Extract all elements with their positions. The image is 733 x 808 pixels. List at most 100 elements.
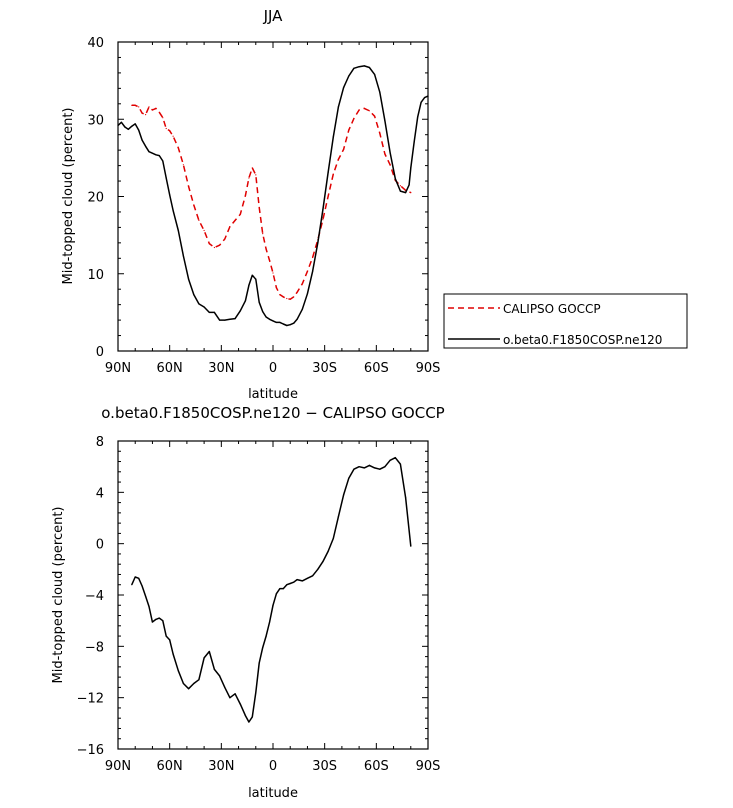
bottom-data-point-difference bbox=[258, 662, 260, 664]
top-data-point-o-beta0-f1850cosp-ne120 bbox=[219, 319, 221, 321]
bottom-data-point-difference bbox=[296, 579, 298, 581]
bottom-data-point-difference bbox=[265, 635, 267, 637]
top-y-tick-label: 0 bbox=[96, 345, 104, 360]
top-data-point-calipso-goccp bbox=[203, 229, 205, 232]
bottom-data-point-difference bbox=[239, 703, 241, 705]
bottom-series-line-difference bbox=[131, 456, 412, 723]
top-data-point-o-beta0-f1850cosp-ne120 bbox=[293, 322, 295, 324]
bottom-data-point-difference bbox=[293, 581, 295, 583]
bottom-data-point-difference bbox=[155, 618, 157, 621]
top-data-point-o-beta0-f1850cosp-ne120 bbox=[145, 145, 147, 147]
top-data-point-calipso-goccp bbox=[165, 127, 167, 130]
top-data-point-calipso-goccp bbox=[208, 243, 210, 245]
top-data-point-calipso-goccp bbox=[262, 233, 264, 235]
bottom-x-tick-label: 90S bbox=[416, 759, 441, 774]
top-data-point-calipso-goccp bbox=[255, 174, 257, 176]
bottom-data-point-difference bbox=[389, 459, 391, 461]
top-data-point-calipso-goccp bbox=[151, 109, 153, 111]
top-data-point-calipso-goccp bbox=[213, 246, 215, 249]
bottom-data-point-difference bbox=[158, 617, 160, 619]
legend-model-label: o.beta0.F1850COSP.ne120 bbox=[503, 333, 662, 347]
top-data-point-o-beta0-f1850cosp-ne120 bbox=[348, 75, 350, 77]
top-data-point-o-beta0-f1850cosp-ne120 bbox=[193, 294, 195, 296]
top-data-point-o-beta0-f1850cosp-ne120 bbox=[138, 129, 140, 131]
top-data-point-o-beta0-f1850cosp-ne120 bbox=[169, 194, 171, 196]
bottom-data-point-difference bbox=[353, 468, 355, 470]
top-data-point-o-beta0-f1850cosp-ne120 bbox=[296, 318, 298, 320]
top-data-point-calipso-goccp bbox=[343, 148, 345, 150]
top-series-group bbox=[117, 65, 429, 327]
top-y-axis-label: Mid-topped cloud (percent) bbox=[61, 108, 76, 285]
bottom-data-point-difference bbox=[169, 639, 171, 641]
top-data-point-o-beta0-f1850cosp-ne120 bbox=[258, 301, 260, 303]
top-data-point-o-beta0-f1850cosp-ne120 bbox=[306, 293, 308, 295]
top-data-point-o-beta0-f1850cosp-ne120 bbox=[255, 278, 257, 280]
top-data-point-calipso-goccp bbox=[258, 206, 260, 208]
top-data-point-calipso-goccp bbox=[363, 107, 365, 109]
top-data-point-calipso-goccp bbox=[327, 195, 329, 198]
top-data-point-calipso-goccp bbox=[384, 153, 386, 155]
legend-obs-label: CALIPSO GOCCP bbox=[503, 302, 601, 316]
top-data-point-calipso-goccp bbox=[248, 177, 250, 179]
top-data-point-o-beta0-f1850cosp-ne120 bbox=[424, 97, 426, 99]
bottom-data-point-difference bbox=[131, 584, 133, 586]
top-data-point-o-beta0-f1850cosp-ne120 bbox=[363, 65, 365, 67]
top-chart-title: JJA bbox=[263, 7, 284, 25]
top-data-point-calipso-goccp bbox=[193, 204, 195, 206]
top-data-point-o-beta0-f1850cosp-ne120 bbox=[208, 311, 210, 313]
top-data-point-calipso-goccp bbox=[158, 111, 160, 113]
bottom-data-point-difference bbox=[317, 568, 319, 570]
bottom-data-point-difference bbox=[203, 657, 205, 659]
top-data-point-o-beta0-f1850cosp-ne120 bbox=[394, 178, 396, 180]
top-data-point-calipso-goccp bbox=[131, 104, 133, 106]
bottom-data-point-difference bbox=[405, 496, 407, 499]
bottom-y-tick-label: −8 bbox=[85, 640, 104, 655]
bottom-data-point-difference bbox=[188, 688, 190, 690]
bottom-data-point-difference bbox=[327, 550, 329, 553]
top-data-point-calipso-goccp bbox=[182, 164, 184, 166]
bottom-chart-title: o.beta0.F1850COSP.ne120 − CALIPSO GOCCP bbox=[101, 404, 444, 422]
top-data-point-calipso-goccp bbox=[145, 114, 147, 116]
top-data-point-calipso-goccp bbox=[244, 195, 246, 197]
top-data-point-calipso-goccp bbox=[169, 130, 171, 132]
top-data-point-calipso-goccp bbox=[239, 213, 241, 215]
bottom-x-tick-label: 0 bbox=[269, 759, 277, 774]
top-x-tick-label: 90N bbox=[105, 361, 131, 376]
bottom-data-point-difference bbox=[379, 468, 381, 470]
top-data-point-calipso-goccp bbox=[198, 219, 200, 221]
bottom-data-point-difference bbox=[363, 467, 365, 469]
top-data-point-calipso-goccp bbox=[399, 185, 401, 187]
bottom-data-point-difference bbox=[272, 604, 274, 606]
top-data-point-o-beta0-f1850cosp-ne120 bbox=[358, 66, 360, 68]
top-data-point-o-beta0-f1850cosp-ne120 bbox=[312, 270, 314, 272]
top-y-tick-label: 10 bbox=[87, 268, 104, 283]
top-y-tick-label: 30 bbox=[87, 113, 104, 128]
bottom-data-point-difference bbox=[410, 545, 412, 547]
top-data-point-calipso-goccp bbox=[141, 112, 143, 114]
bottom-y-axis-label: Mid-topped cloud (percent) bbox=[51, 507, 66, 684]
bottom-data-point-difference bbox=[368, 464, 370, 466]
top-panel: JJA 90N 60N 30N 0 30S 60S 90S 0 10 20 30 40 latitud… bbox=[61, 7, 688, 402]
bottom-data-point-difference bbox=[269, 621, 271, 623]
top-data-point-o-beta0-f1850cosp-ne120 bbox=[420, 101, 422, 103]
bottom-data-point-difference bbox=[358, 466, 360, 468]
top-data-point-o-beta0-f1850cosp-ne120 bbox=[248, 284, 250, 286]
top-data-point-calipso-goccp bbox=[269, 260, 271, 262]
top-data-point-calipso-goccp bbox=[134, 104, 136, 106]
top-plot-frame bbox=[117, 41, 429, 352]
bottom-data-point-difference bbox=[279, 588, 281, 590]
top-ticks-group: 90N 60N 30N 0 30S 60S 90S 0 10 20 30 40 bbox=[87, 36, 440, 376]
top-data-point-o-beta0-f1850cosp-ne120 bbox=[384, 120, 386, 122]
top-data-point-o-beta0-f1850cosp-ne120 bbox=[379, 91, 381, 93]
top-data-point-o-beta0-f1850cosp-ne120 bbox=[332, 136, 334, 138]
top-data-point-o-beta0-f1850cosp-ne120 bbox=[327, 172, 329, 174]
bottom-y-tick-label: 4 bbox=[96, 486, 104, 501]
top-data-point-calipso-goccp bbox=[172, 135, 174, 137]
top-x-tick-label: 60N bbox=[157, 361, 183, 376]
bottom-data-point-difference bbox=[275, 593, 277, 595]
top-data-point-o-beta0-f1850cosp-ne120 bbox=[322, 209, 324, 211]
top-data-point-o-beta0-f1850cosp-ne120 bbox=[148, 151, 150, 153]
top-data-point-calipso-goccp bbox=[374, 115, 376, 117]
bottom-y-tick-label: −4 bbox=[85, 589, 104, 604]
top-data-point-o-beta0-f1850cosp-ne120 bbox=[141, 139, 143, 141]
